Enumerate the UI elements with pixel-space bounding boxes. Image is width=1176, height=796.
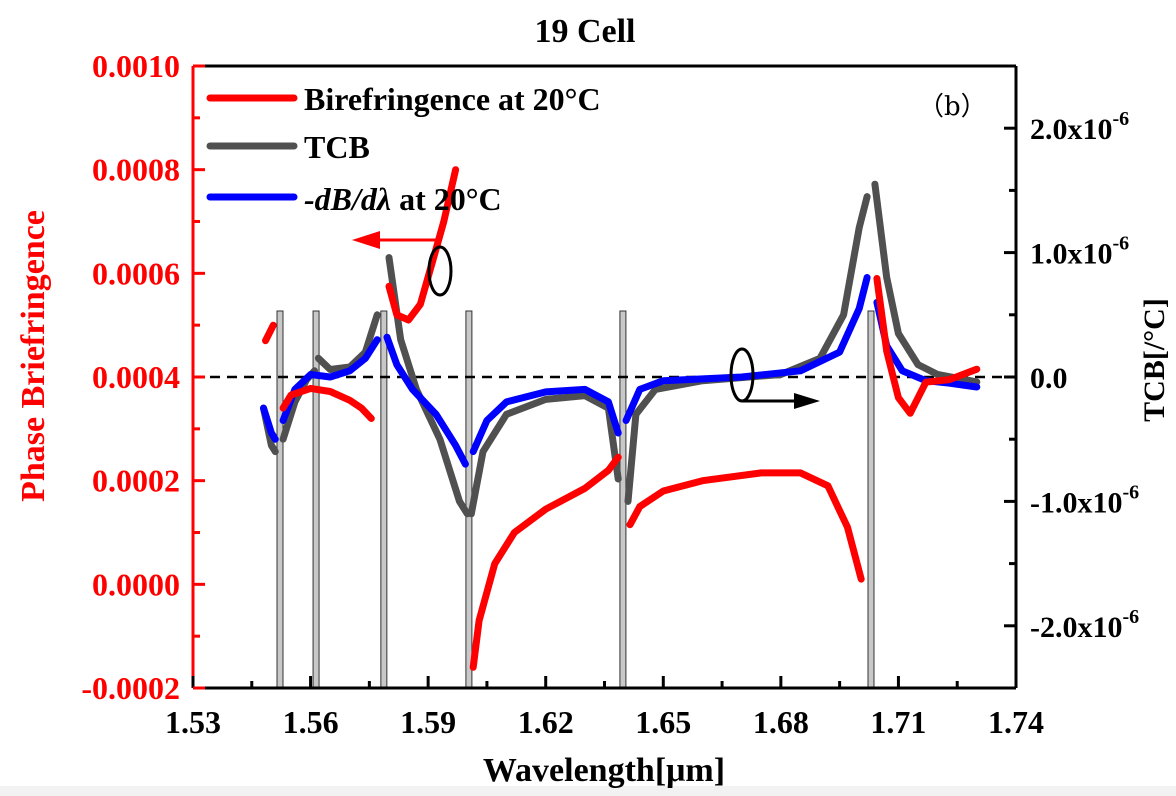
series-dbdl-segment-2	[383, 333, 469, 468]
x-tick-label: 1.74	[988, 704, 1044, 740]
series-birefringence-segment-1	[279, 384, 375, 422]
x-tick-label: 1.59	[400, 704, 456, 740]
bottom-strip	[0, 786, 1176, 796]
y-right-tick-mantissa: -1.0x10	[1030, 486, 1123, 519]
series-dbdl-segment-4	[622, 274, 871, 424]
arrow-right-icon	[794, 393, 820, 409]
legend-label-tcb: TCB	[304, 129, 370, 165]
y-right-ticks: 2.0x10-61.0x10-60.0-1.0x10-6-2.0x10-6	[1004, 64, 1139, 690]
series-birefringence-segment-0	[262, 321, 277, 345]
y-right-tick-label: 0.0	[1030, 362, 1068, 395]
y-right-tick-mantissa: 2.0x10	[1030, 113, 1113, 146]
y-left-tick-label: 0.0006	[92, 255, 180, 291]
y-right-tick-label: 1.0x10-6	[1030, 233, 1129, 271]
y-right-tick-mantissa: -2.0x10	[1030, 611, 1123, 644]
resonance-marker-0	[276, 310, 284, 689]
y-left-tick-label: 0.0004	[92, 359, 180, 395]
resonance-marker-2	[380, 310, 388, 689]
left-axis-annotation	[352, 231, 453, 297]
y-right-tick-label: 2.0x10-6	[1030, 108, 1129, 146]
series-group	[260, 166, 981, 671]
y-right-tick-exponent: -6	[1123, 481, 1140, 503]
x-tick-label: 1.68	[753, 704, 809, 740]
y-right-tick-exponent: -6	[1113, 233, 1130, 255]
y-right-tick-exponent: -6	[1123, 606, 1140, 628]
chart-title: 19 Cell	[534, 13, 635, 50]
x-axis-label: Wavelength[μm]	[483, 752, 725, 789]
annotation-ellipse-left	[427, 245, 453, 297]
y-left-tick-label: 0.0000	[92, 566, 180, 602]
panel-label: （b）	[918, 92, 987, 122]
resonance-marker-5	[867, 310, 875, 689]
arrow-left-icon	[352, 231, 380, 249]
series-birefringence-segment-3	[469, 453, 622, 671]
legend-label-dbdl-rest: at 20°C	[391, 181, 502, 217]
legend: Birefringence at 20°C TCB -dB/dλ at 20°C	[206, 81, 601, 217]
legend-label-dbdl-italic: -dB/dλ	[304, 181, 391, 217]
y-left-tick-label: 0.0008	[92, 152, 180, 188]
y-right-tick-label: -1.0x10-6	[1030, 481, 1139, 519]
legend-label-dbdl: -dB/dλ at 20°C	[304, 181, 502, 217]
series-dbdl-segment-1	[279, 336, 381, 424]
y-right-tick-exponent: -6	[1113, 108, 1130, 130]
right-axis-annotation	[729, 347, 820, 409]
x-tick-label: 1.65	[635, 704, 691, 740]
series-birefringence-segment-5	[873, 275, 981, 417]
y-left-tick-label: 0.0002	[92, 463, 180, 499]
y-left-axis-label: Phase Briefringence	[15, 210, 52, 502]
series-birefringence-segment-2	[385, 166, 460, 324]
resonance-markers	[276, 310, 875, 689]
x-tick-label: 1.71	[870, 704, 926, 740]
x-tick-label: 1.53	[165, 704, 221, 740]
y-left-tick-label: -0.0002	[81, 670, 180, 706]
series-dbdl-segment-0	[260, 404, 279, 443]
y-left-tick-label: 0.0010	[92, 48, 180, 84]
y-right-tick-mantissa: 0.0	[1030, 362, 1068, 395]
x-tick-label: 1.56	[283, 704, 339, 740]
x-tick-label: 1.62	[518, 704, 574, 740]
x-ticks: 1.53 1.56 1.59 1.62 1.65 1.68 1.71 1.74	[165, 676, 1044, 740]
y-right-tick-label: -2.0x10-6	[1030, 606, 1139, 644]
series-tcb-segment-6	[871, 180, 981, 386]
series-dbdl-segment-3	[469, 385, 622, 456]
y-left-ticks: 0.0010 0.0008 0.0006 0.0004 0.0002 0.0000 -0.0…	[81, 48, 205, 706]
series-tcb-segment-3	[385, 254, 471, 518]
y-right-axis-label: TCB[/°C]	[1138, 298, 1171, 422]
legend-label-birefringence: Birefringence at 20°C	[304, 81, 601, 117]
y-right-tick-mantissa: 1.0x10	[1030, 238, 1113, 271]
series-birefringence-segment-4	[626, 469, 865, 583]
